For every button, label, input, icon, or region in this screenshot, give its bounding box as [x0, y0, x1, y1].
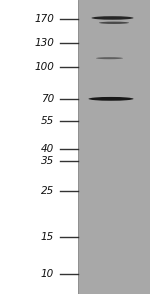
Text: 15: 15 — [41, 233, 54, 243]
Bar — [0, 0, 78, 294]
Ellipse shape — [88, 97, 134, 101]
Text: 70: 70 — [41, 94, 54, 104]
Ellipse shape — [96, 57, 123, 59]
Text: 25: 25 — [41, 186, 54, 196]
Text: 130: 130 — [34, 38, 54, 48]
Text: 170: 170 — [34, 14, 54, 24]
Text: 40: 40 — [41, 144, 54, 154]
Ellipse shape — [92, 16, 134, 20]
Text: 100: 100 — [34, 62, 54, 72]
Ellipse shape — [99, 22, 129, 24]
Bar — [78, 0, 150, 294]
Text: 55: 55 — [41, 116, 54, 126]
Text: 10: 10 — [41, 269, 54, 279]
Text: 35: 35 — [41, 156, 54, 166]
